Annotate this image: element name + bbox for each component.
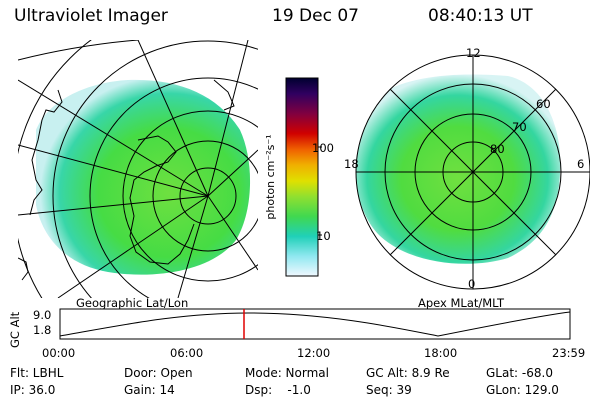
- mlat-label-60: 60: [536, 97, 551, 111]
- mlt-label-12: 12: [466, 46, 481, 60]
- door-info: Door: Open: [124, 366, 193, 380]
- mlat-mlt-label: Apex MLat/MLT: [418, 296, 505, 310]
- timeline-xtick-0000: 00:00: [42, 346, 76, 360]
- timeline-axis-label: GC Alt: [8, 311, 22, 348]
- mlat-label-70: 70: [512, 120, 527, 134]
- instrument-title: Ultraviolet Imager: [14, 6, 168, 26]
- timeline-xtick-0600: 06:00: [170, 346, 204, 360]
- gcalt-info: GC Alt: 8.9 Re: [366, 366, 450, 380]
- timeline-xtick-1800: 18:00: [424, 346, 458, 360]
- date-label: 19 Dec 07: [272, 6, 359, 26]
- aurora-oval: [356, 74, 561, 264]
- geographic-label: Geographic Lat/Lon: [76, 296, 189, 310]
- gain-info: Gain: 14: [124, 383, 175, 397]
- flt-info: Flt: LBHL: [10, 366, 64, 380]
- timeline-xtick-2359: 23:59: [552, 346, 586, 360]
- mlt-label-0: 0: [468, 277, 476, 291]
- colorbar: photon cm⁻²s⁻¹: [264, 77, 322, 277]
- colorbar-tick-10: 10: [316, 229, 331, 243]
- glon-info: GLon: 129.0: [486, 383, 559, 397]
- mlat-label-80: 80: [490, 142, 505, 156]
- timeline-xtick-1200: 12:00: [297, 346, 331, 360]
- mlat-mlt-image: [355, 54, 590, 290]
- seq-info: Seq: 39: [366, 383, 412, 397]
- timeline-ytick-high: 9.0: [33, 308, 52, 322]
- altitude-timeline: [59, 308, 571, 340]
- geographic-image: [18, 40, 258, 298]
- dsp-info: Dsp: -1.0: [245, 383, 311, 397]
- mode-info: Mode: Normal: [245, 366, 329, 380]
- coastline: [18, 79, 235, 281]
- timeline-ytick-low: 1.8: [33, 323, 52, 337]
- mlt-label-6: 6: [577, 157, 585, 171]
- glat-info: GLat: -68.0: [486, 366, 553, 380]
- mlt-label-18: 18: [344, 157, 359, 171]
- aurora-region: [36, 79, 251, 275]
- time-label: 08:40:13 UT: [428, 6, 533, 26]
- colorbar-label: photon cm⁻²s⁻¹: [264, 134, 277, 219]
- ip-info: IP: 36.0: [10, 383, 56, 397]
- colorbar-tick-100: 100: [312, 141, 334, 155]
